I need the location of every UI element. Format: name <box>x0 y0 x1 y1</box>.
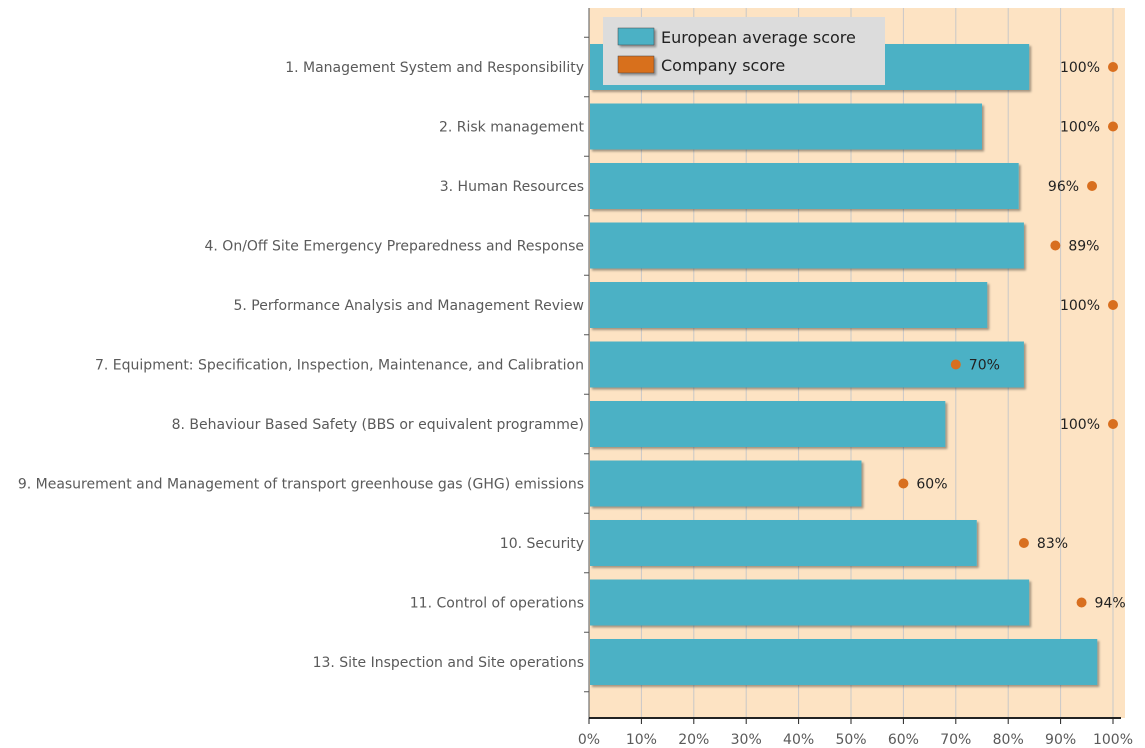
x-tick-label: 40% <box>783 732 814 748</box>
category-label: 4. On/Off Site Emergency Preparedness an… <box>205 239 585 255</box>
marker-company-score <box>1087 181 1098 191</box>
bar-european-average <box>590 460 862 507</box>
category-label: 11. Control of operations <box>410 596 584 612</box>
bar-european-average <box>590 579 1030 626</box>
legend-swatch-company-score <box>617 55 655 74</box>
marker-company-score <box>1108 419 1118 429</box>
marker-company-score <box>898 478 909 489</box>
legend-swatch-european-average <box>617 27 655 46</box>
category-label: 9. Measurement and Management of transpo… <box>18 477 584 493</box>
score-label: 70% <box>969 358 1000 374</box>
bar-european-average <box>590 639 1098 685</box>
legend-label-european-average: European average score <box>661 28 856 47</box>
marker-company-score <box>1108 121 1118 132</box>
category-label: 3. Human Resources <box>440 179 584 195</box>
marker-company-score <box>1108 300 1118 310</box>
marker-company-score <box>1050 240 1061 251</box>
score-label: 100% <box>1060 298 1100 314</box>
x-tick-label: 70% <box>940 732 971 748</box>
bar-european-average <box>590 520 977 566</box>
score-label: 100% <box>1060 60 1100 76</box>
category-label: 10. Security <box>500 536 584 552</box>
score-label: 94% <box>1095 596 1126 612</box>
bar-european-average <box>590 103 982 150</box>
bar-european-average <box>590 401 946 447</box>
marker-company-score <box>1018 538 1029 548</box>
category-label: 5. Performance Analysis and Management R… <box>233 298 584 314</box>
x-tick-label: 90% <box>1045 732 1076 748</box>
marker-company-score <box>950 359 961 370</box>
category-label: 1. Management System and Responsibility <box>285 60 584 76</box>
marker-company-score <box>1076 597 1087 608</box>
x-tick-label: 10% <box>626 732 657 748</box>
x-tick-label: 80% <box>993 732 1024 748</box>
category-label: 13. Site Inspection and Site operations <box>313 655 584 671</box>
bar-european-average <box>590 282 988 328</box>
score-label: 96% <box>1048 179 1079 195</box>
score-label: 83% <box>1037 536 1068 552</box>
x-tick-label: 50% <box>835 732 866 748</box>
category-label: 8. Behaviour Based Safety (BBS or equiva… <box>172 417 584 433</box>
score-label: 60% <box>916 477 947 493</box>
score-label: 100% <box>1060 417 1100 433</box>
score-label: 89% <box>1068 239 1099 255</box>
score-label: 100% <box>1060 120 1100 136</box>
bar-european-average <box>590 163 1019 209</box>
legend-label-company-score: Company score <box>661 56 785 75</box>
category-label: 7. Equipment: Specification, Inspection,… <box>95 358 584 374</box>
category-label: 2. Risk management <box>439 120 585 136</box>
marker-company-score <box>1108 62 1118 72</box>
x-tick-label: 60% <box>888 732 919 748</box>
bar-european-average <box>590 222 1024 269</box>
x-tick-label: 0% <box>578 732 600 748</box>
x-tick-label: 20% <box>678 732 709 748</box>
x-tick-label: 30% <box>731 732 762 748</box>
x-tick-label: 100% <box>1093 732 1133 748</box>
